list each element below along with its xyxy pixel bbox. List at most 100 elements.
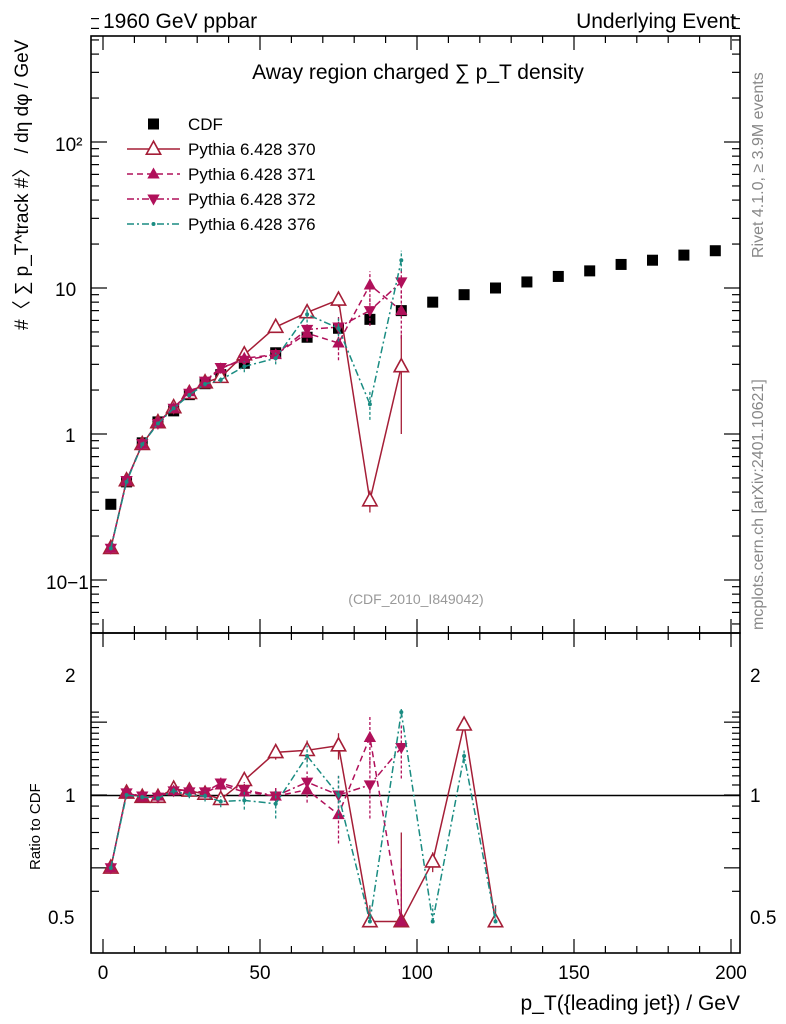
ytick-label-ratio-right-1: 1 xyxy=(750,786,761,807)
header-right: Underlying Event xyxy=(576,10,736,33)
main-series-0-point xyxy=(678,249,690,261)
legend-label-0: CDF xyxy=(188,115,223,134)
legend-label-2: Pythia 6.428 371 xyxy=(188,165,316,184)
ratio-series-1-point xyxy=(332,808,345,820)
main-series-4-point xyxy=(171,406,176,411)
legend-marker-0 xyxy=(148,118,159,130)
main-series-layer xyxy=(102,245,721,555)
ratio-series-1-point xyxy=(395,915,408,927)
chart-title: Away region charged ∑ p_T density xyxy=(252,61,584,84)
ratio-series-2-point xyxy=(395,743,408,755)
xtick-label-150: 150 xyxy=(558,963,590,984)
main-series-1-point xyxy=(361,491,379,507)
xtick-label-0: 0 xyxy=(98,963,109,984)
xaxis-label: p_T({leading jet}) / GeV xyxy=(521,992,740,1015)
ratio-series-3-point xyxy=(367,919,372,924)
main-series-4 xyxy=(108,250,404,551)
main-series-3-line xyxy=(110,281,402,549)
ratio-series-0-point xyxy=(455,715,473,731)
ratio-series-3-point xyxy=(242,798,247,803)
legend-label-1: Pythia 6.428 370 xyxy=(188,140,316,159)
main-series-4-point xyxy=(108,546,113,551)
legend-label-4: Pythia 6.428 376 xyxy=(188,215,316,234)
main-series-1-point xyxy=(329,290,348,306)
legend-item-2: Pythia 6.428 371 xyxy=(127,165,316,184)
ytick-label-ratio-right-2: 2 xyxy=(750,666,761,687)
main-series-2 xyxy=(104,271,408,553)
analysis-watermark: (CDF_2010_I849042) xyxy=(348,591,483,607)
ratio-series-3-point xyxy=(218,799,223,804)
ratio-series-3-point xyxy=(187,793,192,797)
header-left: 1960 GeV ppbar xyxy=(103,10,257,33)
legend-item-4: Pythia 6.428 376 xyxy=(127,215,316,234)
main-series-0-point xyxy=(105,498,117,510)
ratio-panel-frame xyxy=(90,632,741,954)
ratio-series-layer xyxy=(102,707,505,928)
ratio-series-3-line xyxy=(110,712,497,922)
main-series-0-point xyxy=(458,289,470,301)
ratio-series-3-point xyxy=(171,788,176,793)
ratio-series-3-point xyxy=(462,753,467,758)
ratio-series-0 xyxy=(102,715,505,928)
ratio-series-1-line xyxy=(110,734,403,922)
main-series-3-point xyxy=(395,277,408,289)
ytick-label-ratio-2: 2 xyxy=(65,666,76,687)
main-series-4-point xyxy=(187,392,192,397)
main-ylabel: #〈 ∑ p_T^track #〉 / dη dφ / GeV xyxy=(11,39,33,330)
main-series-3-point xyxy=(300,324,314,336)
legend-marker-4 xyxy=(151,222,156,226)
main-series-0-point xyxy=(490,282,501,294)
main-series-1-point xyxy=(267,317,285,334)
main-series-4-point xyxy=(336,326,341,331)
ratio-series-3 xyxy=(108,707,498,924)
ratio-series-3-point xyxy=(493,919,498,924)
main-series-0-point xyxy=(552,270,564,282)
ratio-series-2 xyxy=(104,723,408,875)
main-series-0-point xyxy=(709,245,721,257)
ratio-series-2-point xyxy=(300,777,314,789)
ytick-label-ratio-right-0: 0.5 xyxy=(750,908,776,929)
main-series-0-point xyxy=(521,276,533,288)
legend: CDF Pythia 6.428 370 Pythia 6.428 371 Pythi… xyxy=(127,115,316,234)
main-series-4-point xyxy=(140,442,145,447)
main-series-0-point xyxy=(427,296,439,308)
ytick-label-main-3: 10² xyxy=(55,135,82,156)
main-series-4-line xyxy=(110,260,403,549)
main-series-4-point xyxy=(218,377,223,382)
main-series-4-point xyxy=(273,356,278,361)
legend-label-3: Pythia 6.428 372 xyxy=(188,190,316,209)
ratio-series-2-point xyxy=(238,785,251,797)
ratio-series-2-point xyxy=(214,778,227,790)
ratio-series-2-point xyxy=(363,780,377,792)
ratio-series-3-point xyxy=(430,919,435,924)
main-series-4-point xyxy=(305,312,310,317)
axis-ticks xyxy=(91,18,740,953)
main-series-2-point xyxy=(332,336,345,348)
main-series-4-point xyxy=(367,402,372,407)
main-series-4-point xyxy=(399,258,404,263)
ratio-series-3-point xyxy=(155,796,160,801)
mcplots-source-label: mcplots.cern.ch [arXiv:2401.10621] xyxy=(750,379,767,630)
main-series-4-point xyxy=(155,421,160,426)
ratio-series-3-point xyxy=(203,794,208,799)
main-series-3-point xyxy=(214,363,227,375)
ratio-series-3-point xyxy=(108,865,113,870)
legend-marker-3 xyxy=(147,194,160,206)
main-series-3-point xyxy=(269,350,282,362)
ytick-label-main-0: 10−1 xyxy=(46,573,89,594)
legend-item-3: Pythia 6.428 372 xyxy=(127,190,316,209)
ratio-series-3-point xyxy=(273,801,278,806)
ratio-series-3-point xyxy=(336,793,341,797)
main-series-1-point xyxy=(392,357,410,373)
main-series-3-point xyxy=(363,306,377,318)
main-series-3-point xyxy=(238,355,251,367)
ratio-series-3-point xyxy=(305,753,310,758)
ratio-series-1 xyxy=(104,715,408,927)
ratio-series-3-point xyxy=(140,795,145,800)
main-series-0-point xyxy=(584,265,596,277)
main-series-2-point xyxy=(395,304,408,316)
xtick-label-50: 50 xyxy=(249,963,270,984)
main-series-4-point xyxy=(242,364,247,369)
xtick-label-200: 200 xyxy=(715,963,747,984)
